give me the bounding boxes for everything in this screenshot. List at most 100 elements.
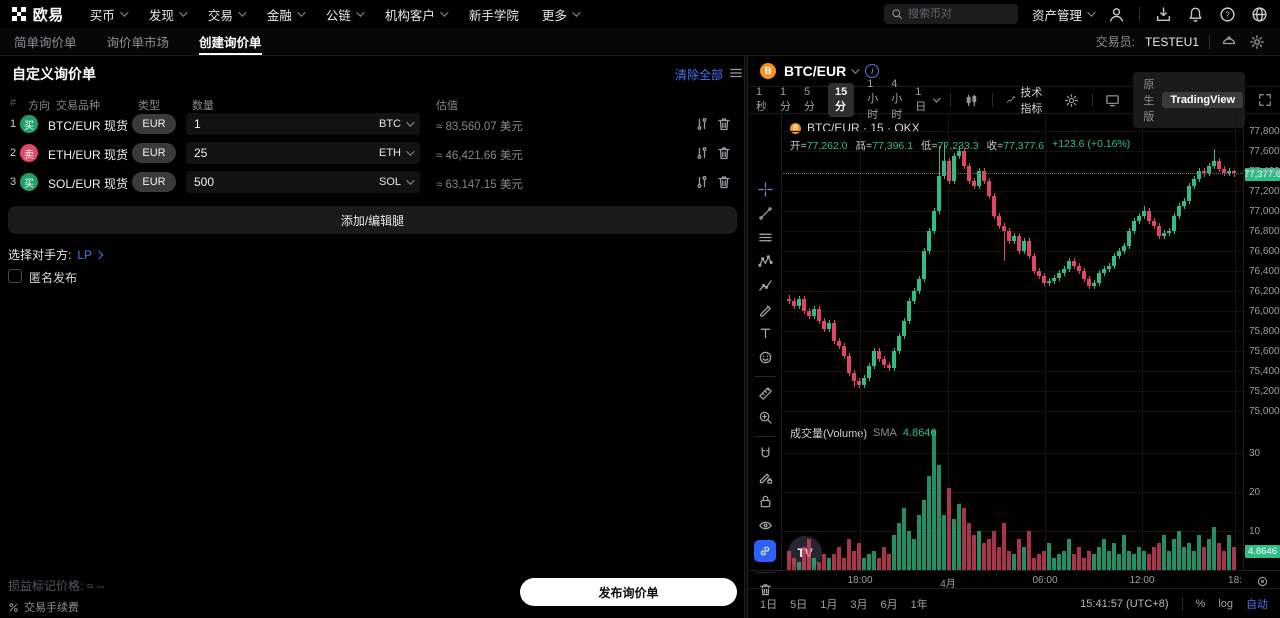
interval-15分[interactable]: 15分	[828, 83, 855, 117]
top-menu-item-0[interactable]: 买币	[90, 5, 129, 24]
price-axis[interactable]: 77,377.6 4.8646 77,800.0 77,600.0 77,400.0…	[1243, 114, 1280, 570]
unit-selector[interactable]: BTC	[379, 118, 415, 130]
range-3月[interactable]: 3月	[850, 598, 868, 611]
currency-type-pill[interactable]: EUR	[132, 114, 176, 134]
delete-leg-button[interactable]	[716, 174, 732, 193]
interval-1秒[interactable]: 1秒	[756, 86, 767, 114]
top-menu-item-7[interactable]: 更多	[542, 5, 581, 24]
interval-5分[interactable]: 5分	[804, 86, 815, 114]
tradingview-mode-tab[interactable]: TradingView	[1162, 92, 1244, 108]
crosshair-tool[interactable]	[756, 180, 774, 198]
horizontal-lines-tool[interactable]	[756, 228, 774, 246]
sub-tab-2[interactable]: 创建询价单	[199, 28, 262, 55]
rfq-column-1: 方向	[28, 100, 50, 112]
top-menu-item-1[interactable]: 发现	[149, 5, 188, 24]
amount-input[interactable]: 25 ETH	[186, 142, 420, 164]
settings-button[interactable]	[1248, 33, 1266, 51]
download-button[interactable]	[1154, 5, 1172, 23]
range-5日[interactable]: 5日	[790, 598, 808, 611]
price-change: +123.6 (+0.16%)	[1052, 138, 1131, 150]
amount-input[interactable]: 1 BTC	[186, 113, 420, 135]
clock[interactable]: 15:41:57 (UTC+8)	[1080, 597, 1169, 610]
interval-4小时[interactable]: 4小时	[891, 78, 902, 122]
currency-type-pill[interactable]: EUR	[132, 143, 176, 163]
range-1年[interactable]: 1年	[910, 598, 928, 611]
lock-tool[interactable]	[756, 492, 774, 510]
xabcd-pattern-tool[interactable]	[756, 252, 774, 270]
assets-menu[interactable]: 资产管理	[1032, 5, 1096, 24]
panel-menu-button[interactable]	[729, 66, 743, 83]
unit-selector[interactable]: ETH	[379, 147, 415, 159]
currency-type-pill[interactable]: EUR	[132, 172, 176, 192]
sub-tab-0[interactable]: 简单询价单	[14, 36, 77, 50]
interval-1日[interactable]: 1日	[915, 86, 941, 114]
forecast-tool[interactable]	[756, 276, 774, 294]
delete-leg-button[interactable]	[716, 145, 732, 164]
chart-settings-button[interactable]	[1064, 91, 1079, 109]
panel-divider[interactable]	[744, 56, 748, 618]
top-menu-item-4[interactable]: 公链	[326, 5, 365, 24]
add-edit-legs-button[interactable]: 添加/编辑腿	[8, 206, 737, 234]
top-menu-item-6[interactable]: 新手学院	[469, 5, 519, 24]
candle	[1207, 166, 1211, 173]
fee-row[interactable]: 交易手续费	[8, 599, 105, 615]
instrument-selector[interactable]: BTC/EUR 现货	[48, 117, 147, 134]
unit-selector[interactable]: SOL	[379, 176, 415, 188]
notifications-button[interactable]	[1186, 5, 1204, 23]
magnet-tool[interactable]	[756, 444, 774, 462]
swap-button[interactable]	[694, 145, 710, 164]
zoom-in-tool[interactable]	[756, 408, 774, 426]
emoji-tool[interactable]	[756, 348, 774, 366]
interval-1分[interactable]: 1分	[780, 86, 791, 114]
trader-mode-button[interactable]	[1220, 33, 1238, 51]
help-button[interactable]: ?	[1218, 5, 1236, 23]
language-button[interactable]	[1250, 5, 1268, 23]
trend-line-tool[interactable]	[756, 204, 774, 222]
time-axis[interactable]: 18:00 4月 06:00 12:00 18:	[748, 570, 1280, 590]
native-mode-tab[interactable]: 原生版	[1143, 79, 1155, 123]
candle-style-button[interactable]	[964, 91, 979, 109]
hide-drawings-tool[interactable]	[756, 516, 774, 534]
sub-tab-1[interactable]: 询价单市场	[106, 36, 170, 50]
symbol-selector[interactable]: BTC/EUR	[784, 63, 860, 79]
okx-logo[interactable]: 欧易	[12, 4, 64, 25]
publish-rfq-button[interactable]: 发布询价单	[520, 578, 737, 606]
text-tool-tool[interactable]	[756, 324, 774, 342]
percent-scale-button[interactable]: %	[1195, 597, 1206, 610]
fullscreen-button[interactable]	[1258, 91, 1272, 109]
clear-all-link[interactable]: 清除全部	[674, 68, 723, 82]
chart-plot-area[interactable]: B BTC/EUR · 15 · OKX 开=77,262.0 高=77,396.…	[783, 114, 1243, 570]
swap-button[interactable]	[694, 174, 710, 193]
profile-button[interactable]	[1107, 5, 1125, 23]
top-menu-item-3[interactable]: 金融	[267, 5, 306, 24]
current-price-label: 77,377.6	[1244, 168, 1280, 181]
volume-bar	[982, 542, 986, 570]
draw-tool[interactable]	[756, 468, 774, 486]
delete-leg-button[interactable]	[716, 116, 732, 135]
auto-scale-button[interactable]: 自动	[1246, 598, 1268, 611]
range-6月[interactable]: 6月	[880, 598, 898, 611]
brush-tool[interactable]	[756, 300, 774, 318]
swap-button[interactable]	[694, 116, 710, 135]
amount-input[interactable]: 500 SOL	[186, 171, 420, 193]
link-tool-active[interactable]	[754, 540, 776, 562]
volume-bar	[1187, 542, 1191, 570]
search-input[interactable]	[907, 8, 1008, 20]
counterparty-link[interactable]: LP	[77, 248, 104, 262]
layout-button[interactable]	[1105, 91, 1120, 109]
instrument-selector[interactable]: ETH/EUR 现货	[48, 146, 147, 163]
range-1月[interactable]: 1月	[820, 598, 838, 611]
scroll-to-realtime-button[interactable]	[1253, 572, 1271, 590]
info-icon[interactable]: i	[865, 64, 880, 78]
indicators-button[interactable]: 技术指标	[1006, 84, 1051, 116]
top-menu-item-5[interactable]: 机构客户	[385, 5, 449, 24]
search-box[interactable]	[883, 4, 1018, 24]
range-1日[interactable]: 1日	[760, 598, 778, 611]
interval-1小时[interactable]: 1小时	[867, 78, 878, 122]
anonymous-checkbox[interactable]	[8, 269, 22, 283]
top-menu-item-2[interactable]: 交易	[208, 5, 247, 24]
log-scale-button[interactable]: log	[1218, 597, 1233, 610]
ruler-tool[interactable]	[756, 384, 774, 402]
ohlc-label: 低=	[921, 140, 938, 152]
instrument-selector[interactable]: SOL/EUR 现货	[48, 175, 147, 192]
